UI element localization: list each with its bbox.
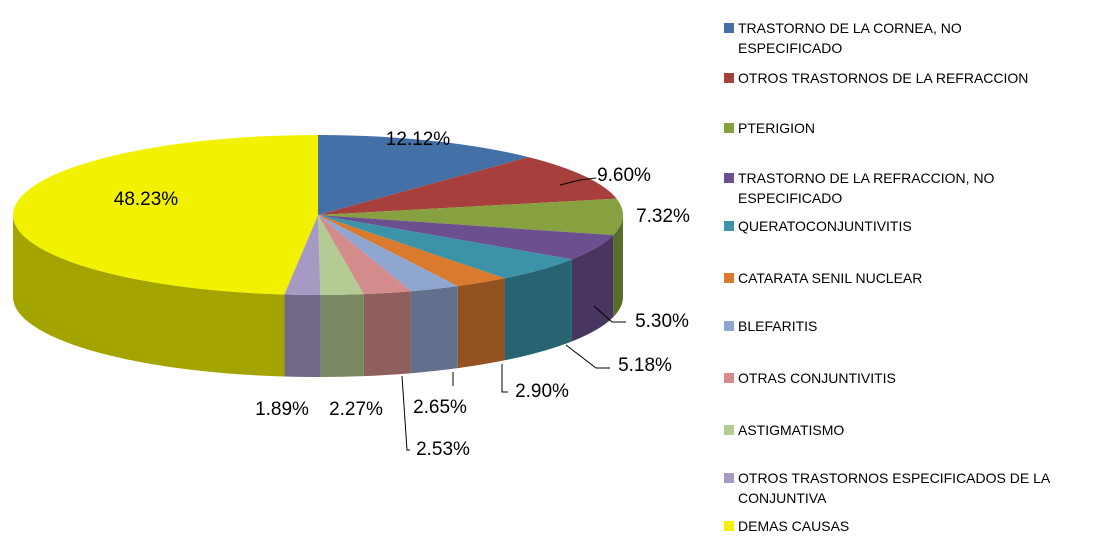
legend-swatch [724,73,734,83]
side-shade [457,278,505,369]
legend-item: BLEFARITIS [724,316,1064,336]
legend-label: OTROS TRASTORNOS DE LA REFRACCION [738,70,1029,86]
legend-label: OTRAS CONJUNTIVITIS [738,370,896,386]
side-shade [13,215,285,377]
legend-swatch [724,123,734,133]
legend-swatch [724,473,734,483]
legend-item: QUERATOCONJUNTIVITIS [724,216,1064,236]
side-shade [363,291,411,377]
side-shade [504,259,572,361]
leader-line [401,375,410,451]
data-label: 2.27% [329,399,383,420]
legend-label: DEMAS CAUSAS [738,518,850,534]
slice-side [457,278,505,369]
legend-item: DEMAS CAUSAS [724,516,1064,536]
side-shade [613,215,623,318]
data-label: 5.30% [635,311,689,332]
slice [12,135,319,295]
legend-item: OTROS TRASTORNOS ESPECIFICADOS DE LA CON… [724,468,1064,508]
slice-side [410,286,458,374]
data-label: 9.60% [597,165,651,186]
slice-side [571,235,614,342]
side-shade [410,286,458,374]
leader-line [559,177,597,186]
data-label: 5.18% [618,355,672,376]
data-label: 1.89% [255,399,309,420]
side-shade [284,294,321,378]
data-label: 2.53% [416,439,470,460]
legend-label: BLEFARITIS [738,318,818,334]
slice [284,215,321,295]
legend-item: OTRAS CONJUNTIVITIS [724,368,1064,388]
slice [318,215,572,279]
legend-label: TRASTORNO DE LA CORNEA, NO ESPECIFICADO [738,20,962,56]
legend-swatch [724,373,734,383]
legend-label: QUERATOCONJUNTIVITIS [738,218,912,234]
slice [318,135,529,215]
legend-item: ASTIGMATISMO [724,420,1064,440]
legend-swatch [724,23,734,33]
leader-line [565,344,610,369]
data-label: 12.12% [386,129,451,150]
slice [318,157,617,215]
legend-label: CATARATA SENIL NUCLEAR [738,270,923,286]
legend-label: PTERIGION [738,120,816,136]
data-label: 2.65% [413,397,467,418]
legend-swatch [724,173,734,183]
legend-swatch [724,425,734,435]
legend-label: OTROS TRASTORNOS ESPECIFICADOS DE LA CON… [738,470,1050,506]
slice [318,215,614,260]
data-label: 7.32% [636,206,690,227]
legend-item: TRASTORNO DE LA REFRACCION, NO ESPECIFIC… [724,168,1064,208]
legend-item: OTROS TRASTORNOS DE LA REFRACCION [724,68,1064,88]
legend-item: CATARATA SENIL NUCLEAR [724,268,1064,288]
slice-side [613,215,623,318]
slice-side [320,294,364,377]
data-label: 2.90% [515,381,569,402]
legend-item: PTERIGION [724,118,1064,138]
legend-swatch [724,273,734,283]
legend-swatch [724,521,734,531]
slice [318,198,624,236]
side-shade [320,294,364,377]
legend-item: TRASTORNO DE LA CORNEA, NO ESPECIFICADO [724,18,1064,58]
leader-line [501,364,508,393]
slice-side [363,291,411,377]
slice-side [284,294,321,378]
legend-label: TRASTORNO DE LA REFRACCION, NO ESPECIFIC… [738,170,995,206]
slice-side [504,259,572,361]
slice [318,215,505,287]
pie-area: 12.12% 9.60% 7.32% 5.30% 5.18% 2.90% 2.65% 2.53… [12,129,690,460]
slice-side [13,215,285,377]
slice [318,215,411,295]
legend-swatch [724,221,734,231]
slice [318,215,364,295]
data-label: 48.23% [114,189,179,210]
leader-line [593,305,626,323]
side-shade [571,235,614,342]
slice [318,215,458,292]
legend-label: ASTIGMATISMO [738,422,845,438]
legend-swatch [724,321,734,331]
